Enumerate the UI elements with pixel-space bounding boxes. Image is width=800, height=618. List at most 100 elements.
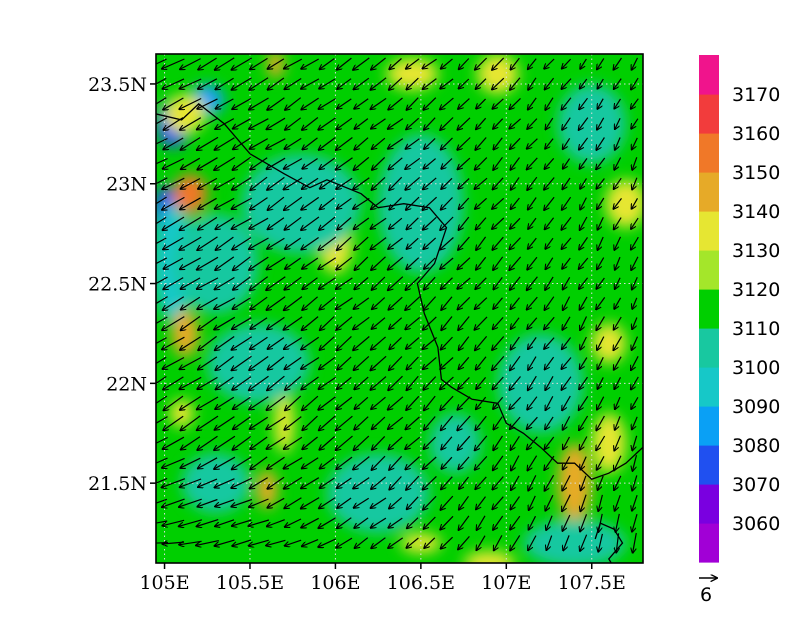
wind-vector [545, 257, 554, 270]
wind-vector [579, 158, 588, 169]
wind-vector [318, 257, 337, 270]
wind-vector [336, 137, 353, 151]
wind-vector [163, 237, 184, 250]
wind-vector [197, 136, 219, 150]
wind-vector [598, 494, 603, 512]
wind-vector [353, 177, 370, 190]
wind-vector [529, 495, 536, 511]
y-tick-label-3: 23N [106, 174, 147, 196]
wind-vector [562, 514, 571, 531]
wind-vector [301, 237, 319, 250]
wind-vector [249, 77, 269, 90]
wind-vector [615, 256, 621, 270]
wind-vector [285, 518, 302, 527]
wind-vector [161, 478, 186, 488]
wind-vector [284, 416, 302, 430]
wind-vector [302, 539, 319, 547]
wind-vector [423, 356, 437, 369]
wind-vector [180, 58, 201, 70]
wind-vector [527, 276, 538, 291]
wind-vector [580, 514, 588, 532]
wind-vector [180, 277, 201, 289]
wind-vector [579, 137, 589, 150]
wind-vector [389, 336, 402, 349]
wind-vector [231, 336, 253, 350]
wind-vector [440, 357, 454, 370]
y-tick-label-2: 22.5N [88, 274, 147, 296]
wind-vector [179, 376, 202, 389]
wind-vector [510, 217, 521, 229]
wind-vector [354, 537, 369, 549]
wind-vector [457, 157, 471, 169]
wind-vector [353, 316, 370, 329]
wind-vector [266, 117, 286, 129]
wind-vector [423, 436, 437, 449]
y-tick-label-1: 22N [106, 373, 147, 395]
wind-vector [336, 277, 353, 289]
wind-vector [301, 457, 319, 469]
wind-vector [597, 377, 604, 389]
x-tick-label-1: 105.5E [216, 572, 284, 594]
wind-vector [528, 535, 537, 551]
wind-vector [249, 498, 269, 507]
wind-vector [318, 236, 336, 250]
wind-vector [156, 196, 167, 205]
wind-vector [250, 157, 268, 170]
border-line [156, 103, 643, 480]
wind-vector [267, 77, 285, 90]
wind-vector [562, 117, 571, 130]
wind-vector [597, 356, 604, 369]
wind-vector [579, 117, 589, 131]
wind-vector [441, 158, 453, 170]
wind-vector [233, 118, 251, 129]
wind-vector [458, 98, 470, 110]
wind-vector [249, 276, 269, 291]
wind-vector [457, 396, 471, 410]
wind-vector [301, 497, 320, 509]
wind-vector [563, 137, 571, 149]
wind-vector [596, 157, 606, 170]
wind-vector [156, 58, 167, 65]
wind-vector [284, 296, 303, 311]
colorbar-label-2: 3080 [732, 435, 780, 457]
wind-vector [214, 435, 236, 450]
wind-vector [370, 355, 387, 370]
wind-vector [353, 435, 370, 450]
wind-vector [302, 158, 318, 170]
x-tick-label-5: 107.5E [558, 572, 626, 594]
wind-vector [597, 216, 604, 230]
wind-vector [492, 317, 504, 329]
wind-vector [197, 435, 218, 450]
wind-vector [493, 396, 504, 409]
wind-vector [631, 336, 639, 351]
wind-vector [614, 316, 622, 330]
wind-vector [163, 376, 184, 390]
colorbar-label-7: 3130 [732, 240, 780, 262]
wind-vector [406, 117, 420, 129]
wind-vector [353, 336, 370, 351]
wind-vector [232, 519, 252, 526]
wind-vector [440, 515, 454, 530]
wind-vector [232, 156, 251, 170]
x-tick-label-4: 107E [481, 572, 531, 594]
wind-vector [163, 415, 184, 430]
wind-vector [180, 257, 201, 270]
wind-vector [562, 257, 571, 269]
field-contour-28 [557, 83, 626, 164]
wind-vector [179, 478, 202, 487]
wind-vector [527, 118, 538, 130]
wind-vector [318, 137, 336, 151]
wind-vector [579, 415, 589, 431]
wind-vector [441, 137, 453, 150]
wind-vector [528, 337, 537, 349]
wind-vector [353, 355, 370, 370]
wind-vector [318, 98, 336, 110]
field-contour-5 [171, 309, 199, 358]
wind-vector [424, 257, 436, 269]
wind-vector [320, 178, 335, 190]
wind-vector [156, 97, 167, 105]
wind-vector [196, 519, 219, 527]
wind-vector [615, 396, 621, 409]
wind-vector [336, 316, 353, 330]
wind-vector [250, 57, 268, 69]
